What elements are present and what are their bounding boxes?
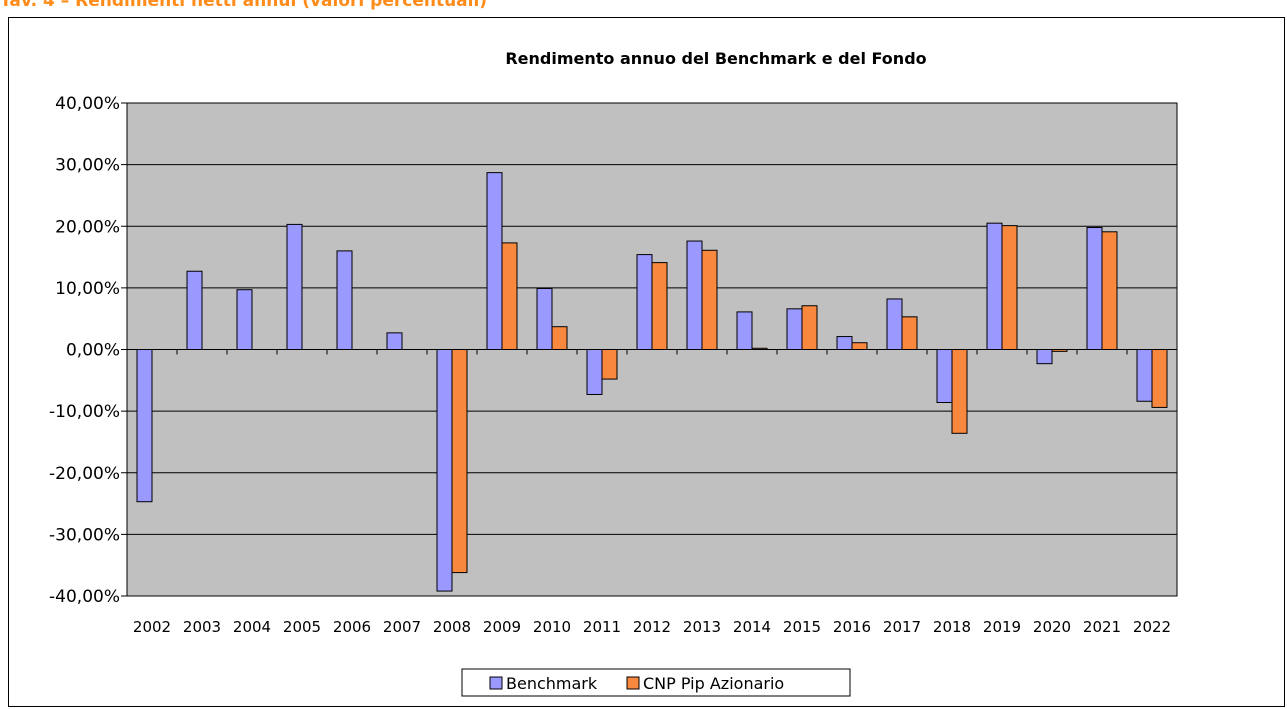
bar-fund xyxy=(551,326,568,351)
bar-benchmark xyxy=(986,222,1003,350)
bar-benchmark xyxy=(1136,349,1153,402)
bars xyxy=(136,172,1168,592)
legend: Benchmark CNP Pip Azionario xyxy=(461,668,851,697)
bar-benchmark xyxy=(486,172,503,350)
bar-fund xyxy=(901,316,918,350)
x-tick-label: 2020 xyxy=(1033,618,1071,636)
y-tick-label: -30,00% xyxy=(49,525,120,545)
y-tick-label: 20,00% xyxy=(55,217,120,237)
bar-benchmark xyxy=(586,349,603,395)
bar-benchmark xyxy=(886,298,903,350)
bar-benchmark xyxy=(436,349,453,592)
y-tick-label: 40,00% xyxy=(55,94,120,114)
y-tick-label: 10,00% xyxy=(55,279,120,299)
bar-fund xyxy=(1151,349,1168,408)
x-tick-label: 2005 xyxy=(283,618,321,636)
x-tick-label: 2017 xyxy=(883,618,921,636)
x-tick-label: 2018 xyxy=(933,618,971,636)
x-tick-label: 2016 xyxy=(833,618,871,636)
y-tick-label: 0,00% xyxy=(66,341,120,361)
bar-fund xyxy=(801,305,818,350)
x-tick-label: 2015 xyxy=(783,618,821,636)
bar-benchmark xyxy=(1086,226,1103,350)
x-tick-label: 2012 xyxy=(633,618,671,636)
bar-fund xyxy=(651,262,668,351)
legend-label-benchmark: Benchmark xyxy=(506,674,598,693)
bar-fund xyxy=(451,349,468,574)
x-tick-label: 2014 xyxy=(733,618,771,636)
y-axis-labels: 40,00% 30,00% 20,00% 10,00% 0,00% -10,00% -20,… xyxy=(49,94,120,607)
bar-fund xyxy=(701,249,718,350)
bar-fund xyxy=(601,349,618,380)
y-tick-label: -10,00% xyxy=(49,402,120,422)
bar-benchmark xyxy=(386,332,403,350)
legend-swatch-fund xyxy=(626,676,640,690)
legend-label-fund: CNP Pip Azionario xyxy=(643,674,784,693)
table-caption: Tav. 4 – Rendimenti netti annui (valori … xyxy=(0,0,488,11)
y-tick-label: -40,00% xyxy=(49,587,120,607)
bar-benchmark xyxy=(686,240,703,350)
x-tick-label: 2013 xyxy=(683,618,721,636)
bar-benchmark xyxy=(236,289,253,351)
x-tick-label: 2021 xyxy=(1083,618,1121,636)
bar-fund xyxy=(501,242,518,350)
bar-benchmark xyxy=(286,223,303,350)
chart-title: Rendimento annuo del Benchmark e del Fon… xyxy=(505,49,926,68)
x-tick-label: 2011 xyxy=(583,618,621,636)
x-tick-label: 2002 xyxy=(133,618,171,636)
bar-benchmark xyxy=(536,287,553,350)
bar-fund xyxy=(1001,225,1018,350)
x-tick-label: 2006 xyxy=(333,618,371,636)
bar-benchmark xyxy=(636,254,653,350)
x-axis-labels: 2002 2003 2004 2005 2006 2007 2008 2009 2010 2011… xyxy=(133,618,1171,636)
bar-benchmark xyxy=(136,349,153,503)
x-tick-label: 2003 xyxy=(183,618,221,636)
bar-benchmark xyxy=(836,336,853,350)
legend-swatch-benchmark xyxy=(489,676,503,690)
bar-fund xyxy=(951,349,968,434)
x-tick-label: 2004 xyxy=(233,618,271,636)
x-tick-label: 2009 xyxy=(483,618,521,636)
bar-fund xyxy=(1101,231,1118,350)
bar-benchmark xyxy=(786,308,803,351)
y-tick-label: 30,00% xyxy=(55,156,120,176)
bar-benchmark xyxy=(1036,349,1053,365)
x-tick-label: 2007 xyxy=(383,618,421,636)
x-tick-label: 2019 xyxy=(983,618,1021,636)
x-tick-label: 2008 xyxy=(433,618,471,636)
bar-benchmark xyxy=(336,250,353,350)
x-tick-label: 2010 xyxy=(533,618,571,636)
bar-benchmark xyxy=(186,270,203,350)
y-tick-label: -20,00% xyxy=(49,464,120,484)
bar-fund xyxy=(851,342,868,351)
x-tick-label: 2022 xyxy=(1133,618,1171,636)
bar-benchmark xyxy=(936,349,953,403)
legend-box xyxy=(461,668,851,697)
x-tick-marks xyxy=(126,349,1178,355)
bar-benchmark xyxy=(736,311,753,351)
